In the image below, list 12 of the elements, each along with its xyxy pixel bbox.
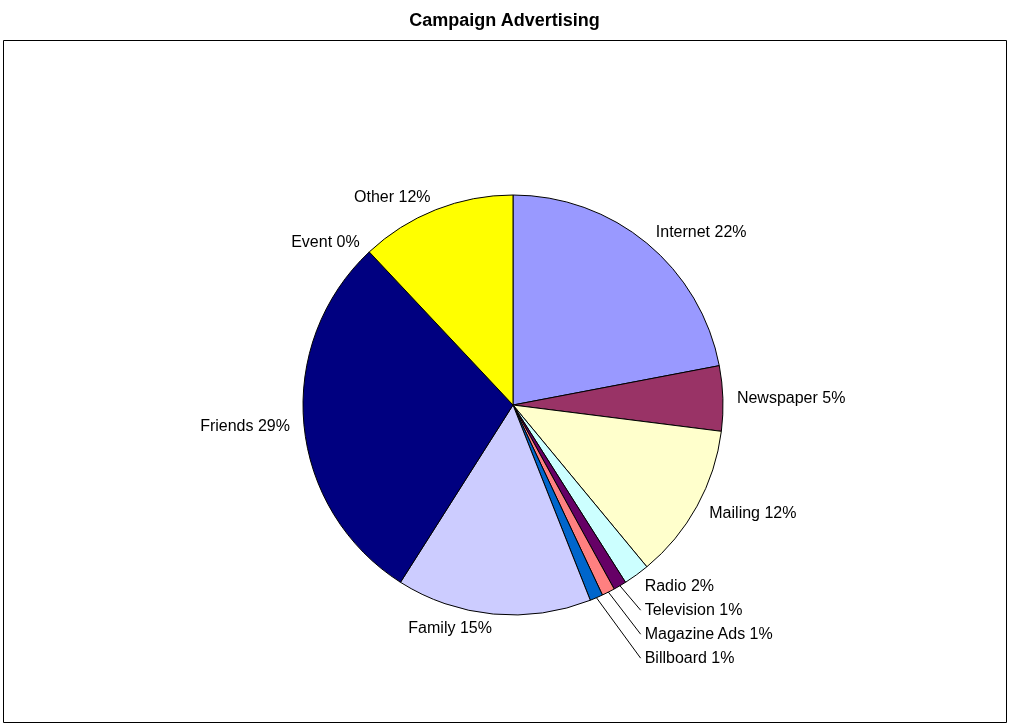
slice-label: Billboard 1% [644,649,735,667]
chart-title: Campaign Advertising [409,10,600,30]
slice-label: Other 12% [354,187,431,205]
slice-label: Newspaper 5% [736,388,846,406]
slice-label: Internet 22% [655,223,747,241]
slice-label: Television 1% [644,601,743,619]
category-label: Event 0% [291,232,360,250]
slice-label: Mailing 12% [709,503,797,521]
slice-label: Friends 29% [200,417,290,435]
slice-label: Family 15% [408,619,492,637]
slice-label: Radio 2% [644,577,715,595]
slice-label: Magazine Ads 1% [644,625,773,643]
